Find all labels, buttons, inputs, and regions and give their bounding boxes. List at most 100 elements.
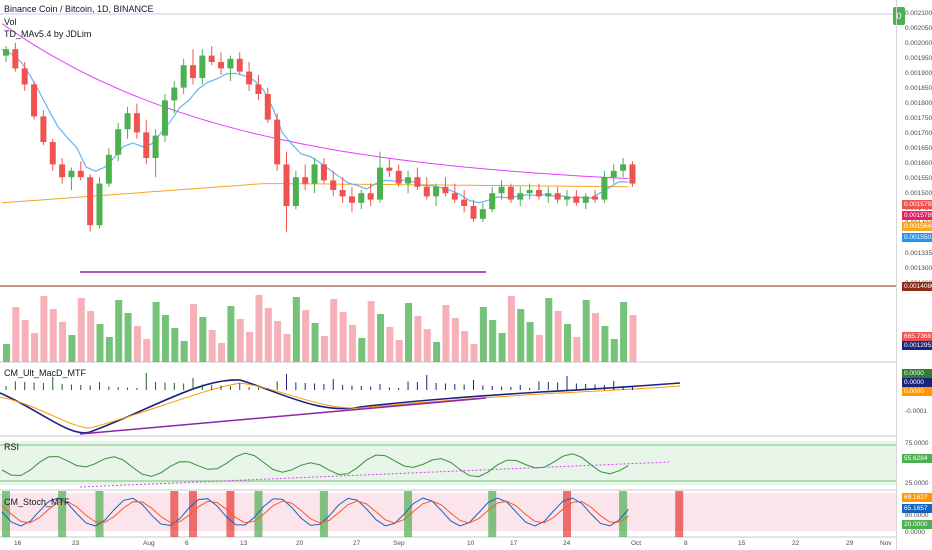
stoch-oversold-highlight	[95, 491, 104, 537]
rsi-pane-label[interactable]: RSI	[4, 442, 20, 452]
candle-body	[414, 177, 421, 187]
candle-body	[246, 71, 253, 85]
stoch-tag: 69.1627	[902, 493, 932, 502]
candle-body	[405, 177, 412, 184]
volume-bar	[601, 326, 609, 362]
chart-title: Binance Coin / Bitcoin, 1D, BINANCE	[4, 4, 154, 14]
rsi-value-tag: 55.6284	[902, 454, 932, 463]
candle-body	[348, 196, 355, 203]
volume-bar	[330, 299, 338, 362]
stoch-k-line	[1, 497, 629, 527]
stoch-oversold-highlight	[254, 491, 263, 537]
time-tick: 6	[185, 540, 189, 547]
candle-body	[161, 100, 168, 136]
stoch-pane-label[interactable]: CM_Stoch_MTF	[4, 497, 70, 507]
volume-bar	[246, 332, 254, 362]
candle-body	[218, 62, 225, 69]
macd-tick: -0.0001	[905, 408, 928, 415]
price-tag: 0.0012952	[902, 341, 932, 350]
volume-bar	[517, 309, 525, 362]
candle-body	[208, 55, 215, 62]
candle-body	[526, 190, 533, 194]
volume-bar	[592, 313, 600, 362]
volume-bar	[143, 339, 151, 362]
volume-bar	[554, 311, 562, 362]
stoch-overbought-highlight	[189, 491, 197, 537]
volume-bar	[59, 322, 67, 362]
indicator-label[interactable]: TD_MAv5.4 by JDLim	[4, 29, 92, 39]
time-tick: 13	[240, 540, 248, 547]
price-tag: 0.0015501	[902, 233, 932, 242]
volume-bar	[498, 333, 506, 362]
candle-body	[68, 170, 75, 178]
volume-bar	[442, 305, 450, 362]
rsi-tick: 75.0000	[905, 440, 929, 447]
candle-body	[311, 164, 318, 184]
volume-bar	[115, 300, 123, 362]
volume-bar	[405, 303, 413, 362]
stoch-tick: 80.0000	[905, 512, 929, 519]
volume-bar	[526, 322, 534, 362]
volume-bar	[620, 302, 628, 362]
candle-body	[87, 177, 94, 226]
volume-bar	[31, 333, 39, 362]
time-tick: Sep	[393, 540, 405, 547]
volume-bar	[479, 307, 487, 362]
price-axis[interactable]	[896, 0, 932, 550]
candle-body	[302, 177, 309, 184]
time-tick: 20	[296, 540, 304, 547]
volume-bar	[171, 328, 179, 362]
stoch-oversold-highlight	[488, 491, 497, 537]
candle-body	[517, 193, 524, 200]
candle-body	[601, 177, 608, 200]
time-tick: 16	[14, 540, 22, 547]
volume-label[interactable]: Vol	[4, 17, 17, 27]
volume-bar	[49, 309, 57, 362]
price-tag: 665.7368	[902, 332, 932, 341]
candle-body	[171, 87, 178, 101]
rsi-band	[0, 441, 897, 485]
candle-body	[320, 164, 327, 181]
candle-body	[489, 193, 496, 210]
volume-bar	[507, 296, 515, 362]
volume-bar	[358, 338, 366, 362]
volume-bar	[190, 304, 197, 362]
volume-bar	[283, 334, 291, 362]
candle-body	[470, 206, 477, 219]
candle-body	[96, 183, 103, 226]
candle-body	[377, 167, 383, 200]
candle-body	[227, 58, 234, 69]
candle-body	[255, 84, 262, 94]
candle-body	[386, 167, 393, 171]
candle-body	[292, 177, 299, 206]
volume-bar	[414, 316, 422, 362]
volume-bar	[21, 320, 29, 362]
volume-bar	[339, 312, 347, 362]
time-tick: Aug	[143, 540, 155, 547]
candle-body	[59, 164, 66, 178]
macd-tag: 0.0000	[902, 387, 932, 396]
time-tick: 15	[738, 540, 746, 547]
stoch-overbought-highlight	[170, 491, 179, 537]
macd-pane-label[interactable]: CM_Ult_MacD_MTF	[4, 368, 87, 378]
time-tick: 22	[792, 540, 800, 547]
candle-body	[395, 170, 402, 184]
volume-bar	[470, 344, 478, 362]
candle-body	[507, 186, 514, 200]
volume-bar	[423, 329, 431, 362]
volume-bar	[461, 331, 469, 362]
candle-body	[21, 68, 28, 85]
volume-bar	[433, 342, 441, 362]
candle-body	[190, 65, 196, 78]
